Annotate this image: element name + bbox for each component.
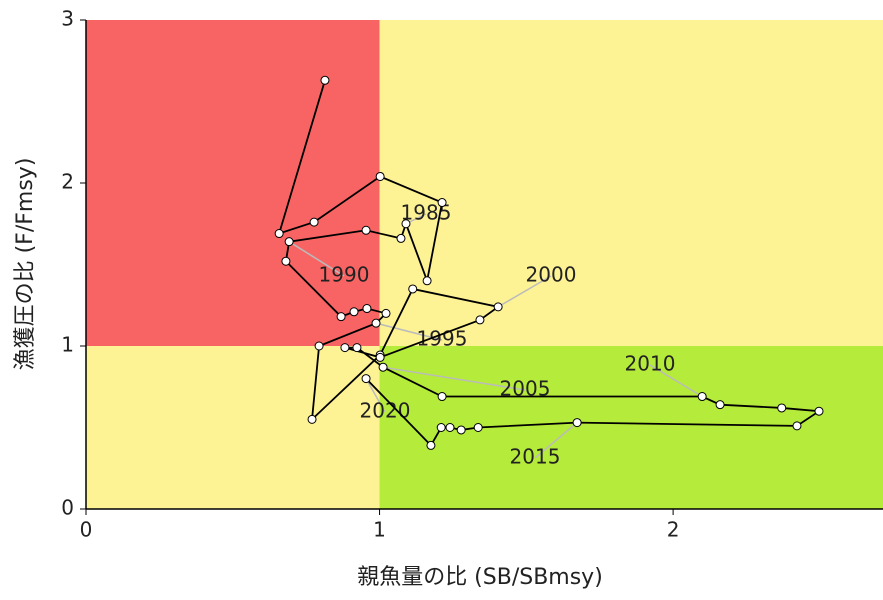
- annotation-leader: [382, 366, 526, 391]
- annotation: 1990: [319, 263, 370, 287]
- point: [361, 225, 371, 235]
- point: [336, 312, 346, 322]
- x-axis-label: 親魚量の比 (SB/SBmsy): [357, 565, 603, 590]
- point: [408, 284, 418, 294]
- point: [281, 256, 291, 266]
- y-tick-label: 1: [61, 333, 74, 357]
- point: [456, 425, 466, 435]
- point: [362, 304, 372, 314]
- point: [697, 392, 707, 402]
- point: [792, 421, 802, 431]
- annotation: 2010: [625, 352, 676, 376]
- point: [309, 217, 319, 227]
- point: [401, 219, 411, 229]
- point: [777, 403, 787, 413]
- y-tick-label: 0: [61, 496, 74, 520]
- annotation-leader: [365, 378, 386, 413]
- annotation: 2020: [360, 399, 411, 423]
- point: [307, 414, 317, 424]
- annotation: 1995: [417, 327, 468, 351]
- point: [426, 440, 436, 450]
- point: [437, 198, 447, 208]
- point: [422, 276, 432, 286]
- point: [314, 341, 324, 351]
- point: [445, 423, 455, 432]
- point: [396, 233, 406, 243]
- point: [361, 374, 371, 384]
- point: [814, 406, 824, 416]
- annotation-leader: [534, 422, 578, 459]
- x-tick-label: 1: [373, 518, 386, 542]
- annotation-leader: [649, 364, 703, 398]
- point: [375, 171, 385, 181]
- point: [493, 302, 503, 312]
- x-tick-label: 2: [667, 518, 680, 542]
- y-axis-label: 漁獲圧の比 (F/Fmsy): [13, 158, 38, 371]
- y-tick-label: 3: [61, 7, 74, 31]
- annotation: 2015: [510, 445, 561, 469]
- zone-red: [86, 20, 380, 346]
- point: [284, 237, 294, 247]
- zone-yellow: [86, 346, 380, 509]
- point: [375, 352, 385, 362]
- point: [378, 362, 388, 372]
- annotation: 2000: [526, 263, 577, 287]
- point: [436, 423, 446, 432]
- point: [371, 318, 381, 328]
- point: [340, 343, 350, 353]
- point: [320, 75, 330, 85]
- zone-yellow: [379, 20, 883, 346]
- y-tick-label: 2: [61, 170, 74, 194]
- annotation-leader: [375, 322, 443, 341]
- point: [475, 315, 485, 325]
- point: [572, 418, 582, 428]
- point: [381, 308, 391, 318]
- annotation-leader: [288, 241, 345, 277]
- point: [437, 392, 447, 402]
- point: [352, 343, 362, 353]
- point: [473, 423, 483, 432]
- point: [274, 229, 284, 239]
- point: [349, 307, 359, 317]
- annotation-leader: [497, 275, 552, 308]
- point: [715, 400, 725, 410]
- x-tick-label: 0: [80, 518, 93, 542]
